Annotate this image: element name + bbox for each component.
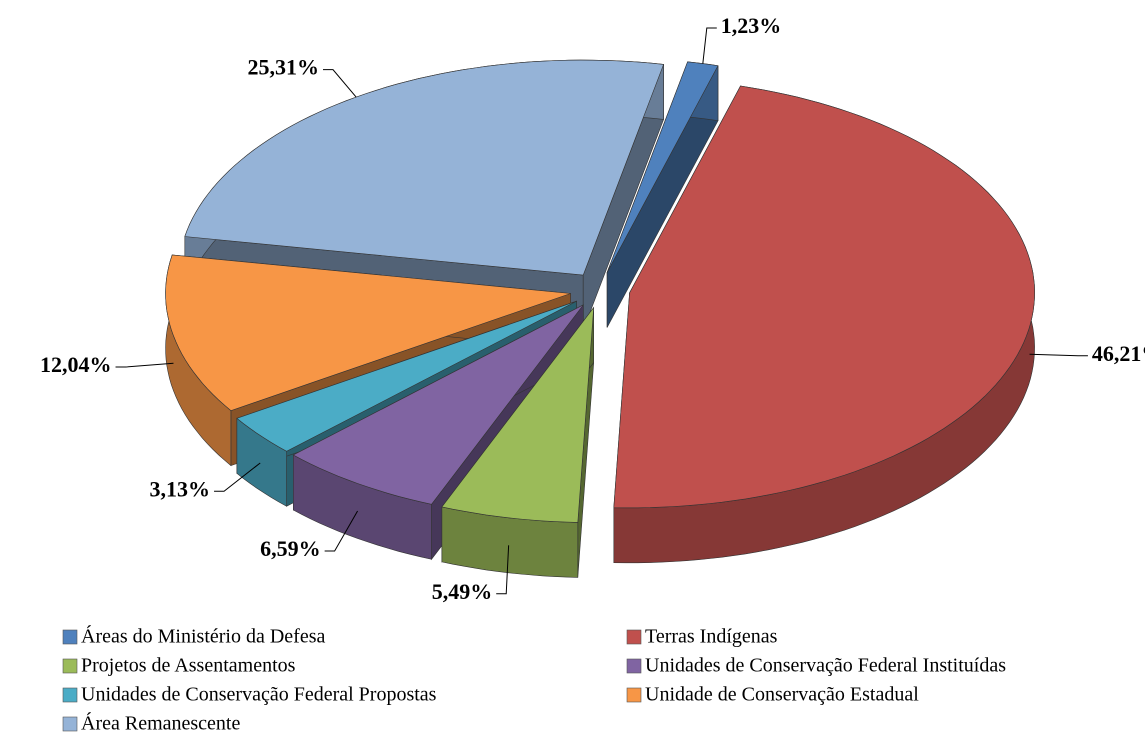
legend-swatch	[62, 629, 78, 645]
legend-label: Unidades de Conservação Federal Proposta…	[81, 684, 437, 706]
pie-slice	[613, 85, 1035, 509]
pie-slice	[441, 306, 595, 523]
legend-label: Terras Indígenas	[645, 626, 778, 648]
data-label: 6,59%	[260, 536, 321, 561]
legend-label: Projetos de Assentamentos	[81, 655, 296, 677]
pie-slice	[165, 254, 571, 411]
data-label: 5,49%	[432, 579, 493, 604]
leader-line	[324, 510, 359, 552]
leader-line	[1029, 353, 1088, 357]
slice-group	[613, 85, 1035, 564]
legend-label: Unidades de Conservação Federal Instituí…	[645, 655, 1006, 677]
data-label: 3,13%	[150, 476, 211, 501]
legend-swatch	[626, 629, 642, 645]
leader-line	[214, 462, 261, 492]
legend-swatch	[626, 687, 642, 703]
slice-group	[441, 306, 595, 578]
leader-line	[496, 545, 510, 595]
legend-label: Unidade de Conservação Estadual	[645, 684, 919, 706]
legend-swatch	[62, 658, 78, 674]
legend-label: Áreas do Ministério da Defesa	[81, 625, 325, 648]
pie-slice	[292, 304, 584, 505]
data-label: 25,31%	[247, 55, 319, 80]
legend-swatch	[62, 687, 78, 703]
pie-slice	[236, 300, 577, 452]
data-label: 46,21%	[1092, 341, 1145, 366]
legend-swatch	[62, 716, 78, 732]
data-label: 1,23%	[721, 13, 782, 38]
legend-label: Área Remanescente	[81, 712, 240, 735]
pie-slice	[184, 59, 665, 276]
leader-line	[322, 69, 357, 98]
leader-line	[115, 362, 174, 368]
slice-group	[606, 61, 719, 328]
legend-swatch	[626, 658, 642, 674]
data-label: 12,04%	[40, 352, 112, 377]
leader-line	[702, 27, 717, 64]
